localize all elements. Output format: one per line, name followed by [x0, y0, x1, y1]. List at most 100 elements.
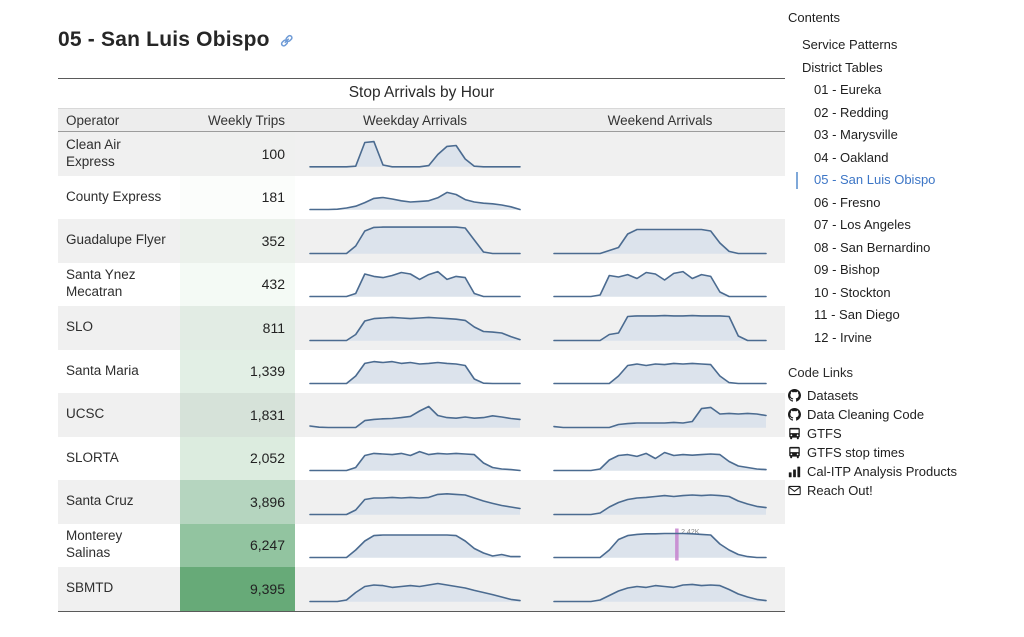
- table-row: Guadalupe Flyer 352: [58, 219, 785, 263]
- col-header-weekday-arrivals: Weekday Arrivals: [362, 112, 468, 128]
- code-link-data-cleaning-code[interactable]: Data Cleaning Code: [788, 405, 1020, 424]
- table-header-row: Operator Weekly Trips Weekday Arrivals W…: [58, 108, 785, 132]
- weekday-sparkline[interactable]: [295, 263, 535, 307]
- operator-cell: Monterey Salinas: [66, 528, 123, 561]
- contents-list: Service Patterns District Tables 01 - Eure…: [788, 34, 1020, 349]
- code-link-label: GTFS stop times: [807, 445, 905, 460]
- weekday-sparkline[interactable]: [295, 567, 535, 611]
- sidebar-item-06-fresno[interactable]: 06 - Fresno: [788, 192, 1020, 215]
- main-content: 05 - San Luis Obispo Stop Arrivals by Ho…: [58, 0, 785, 612]
- weekday-sparkline[interactable]: [295, 306, 535, 350]
- code-link-gtfs-stop-times[interactable]: GTFS stop times: [788, 443, 1020, 462]
- weekly-trips-cell: 3,896: [180, 480, 295, 524]
- weekday-sparkline[interactable]: [295, 132, 535, 176]
- weekly-trips-cell: 6,247: [180, 523, 295, 567]
- weekend-sparkline[interactable]: [535, 132, 785, 176]
- weekly-trips-cell: 1,339: [180, 349, 295, 393]
- weekday-sparkline[interactable]: [295, 219, 535, 263]
- weekend-sparkline[interactable]: [535, 306, 785, 350]
- weekend-sparkline[interactable]: [535, 263, 785, 307]
- operator-cell: Santa Maria: [66, 362, 139, 378]
- code-link-label: Datasets: [807, 388, 859, 403]
- sidebar: Contents Service Patterns District Tables…: [788, 10, 1020, 500]
- operator-cell: Guadalupe Flyer: [66, 232, 166, 248]
- active-item-indicator: [796, 172, 798, 189]
- table-row: Monterey Salinas 6,247 2.42K: [58, 523, 785, 568]
- code-link-cal-itp-analysis-products[interactable]: Cal-ITP Analysis Products: [788, 462, 1020, 481]
- sidebar-item-11-san-diego[interactable]: 11 - San Diego: [788, 304, 1020, 327]
- weekday-sparkline[interactable]: [295, 524, 535, 568]
- sidebar-item-district-tables[interactable]: District Tables: [788, 57, 1020, 80]
- weekend-sparkline[interactable]: [535, 393, 785, 437]
- sidebar-item-07-los-angeles[interactable]: 07 - Los Angeles: [788, 214, 1020, 237]
- table-row: Santa Maria 1,339: [58, 349, 785, 394]
- table-row: SLORTA 2,052: [58, 436, 785, 481]
- sidebar-item-05-san-luis-obispo[interactable]: 05 - San Luis Obispo: [788, 169, 1020, 192]
- col-header-operator: Operator: [66, 112, 120, 128]
- table-row: Santa Cruz 3,896: [58, 480, 785, 524]
- col-header-weekly-trips: Weekly Trips: [207, 112, 285, 128]
- code-link-datasets[interactable]: Datasets: [788, 386, 1020, 405]
- weekend-sparkline[interactable]: [535, 437, 785, 481]
- bar-chart-icon: [788, 465, 801, 478]
- sidebar-item-label: District Tables: [802, 59, 883, 75]
- mail-icon: [788, 484, 801, 497]
- weekend-sparkline[interactable]: [535, 176, 785, 220]
- code-links-list: Datasets Data Cleaning Code GTFS GTFS stop …: [788, 386, 1020, 500]
- contents-title: Contents: [788, 10, 841, 25]
- page-title: 05 - San Luis Obispo: [58, 28, 270, 51]
- sidebar-item-10-stockton[interactable]: 10 - Stockton: [788, 282, 1020, 305]
- sidebar-item-label: 05 - San Luis Obispo: [814, 172, 936, 187]
- code-link-label: GTFS: [807, 426, 842, 441]
- weekday-sparkline[interactable]: [295, 480, 535, 524]
- sidebar-item-01-eureka[interactable]: 01 - Eureka: [788, 79, 1020, 102]
- sidebar-item-label: 11 - San Diego: [814, 307, 900, 322]
- table-row: Santa Ynez Mecatran 432: [58, 262, 785, 307]
- sidebar-item-label: 09 - Bishop: [814, 262, 880, 277]
- operator-cell: County Express: [66, 188, 162, 204]
- sidebar-item-09-bishop[interactable]: 09 - Bishop: [788, 259, 1020, 282]
- weekend-sparkline[interactable]: 2.42K: [535, 524, 785, 568]
- weekday-sparkline[interactable]: [295, 393, 535, 437]
- weekday-sparkline[interactable]: [295, 437, 535, 481]
- code-link-gtfs[interactable]: GTFS: [788, 424, 1020, 443]
- weekend-sparkline[interactable]: [535, 219, 785, 263]
- hover-marker: [675, 528, 679, 561]
- code-links-title: Code Links: [788, 365, 854, 380]
- sidebar-item-08-san-bernardino[interactable]: 08 - San Bernardino: [788, 237, 1020, 260]
- operator-cell: SBMTD: [66, 580, 114, 596]
- weekend-sparkline[interactable]: [535, 480, 785, 524]
- code-link-label: Data Cleaning Code: [807, 407, 925, 422]
- bus-icon: [788, 427, 801, 440]
- weekend-sparkline[interactable]: [535, 350, 785, 394]
- sidebar-item-04-oakland[interactable]: 04 - Oakland: [788, 147, 1020, 170]
- page-title-row: 05 - San Luis Obispo: [58, 28, 785, 52]
- sidebar-item-label: 06 - Fresno: [814, 194, 881, 210]
- weekday-sparkline[interactable]: [295, 350, 535, 394]
- operator-cell: SLO: [66, 319, 94, 335]
- weekday-sparkline[interactable]: [295, 176, 535, 220]
- weekly-trips-cell: 2,052: [180, 436, 295, 480]
- bus-icon: [788, 446, 801, 459]
- table-row: SLO 811: [58, 306, 785, 350]
- table-row: Clean Air Express 100: [58, 132, 785, 176]
- weekend-sparkline[interactable]: [535, 567, 785, 611]
- anchor-link-icon[interactable]: [278, 32, 295, 49]
- sidebar-item-label: Service Patterns: [802, 37, 898, 52]
- sidebar-item-service-patterns[interactable]: Service Patterns: [788, 34, 1020, 57]
- table-row: SBMTD 9,395: [58, 567, 785, 611]
- sidebar-item-label: 01 - Eureka: [814, 82, 882, 97]
- operator-cell: UCSC: [66, 406, 105, 422]
- weekly-trips-cell: 811: [180, 306, 295, 350]
- table-row: UCSC 1,831: [58, 393, 785, 437]
- operator-cell: SLORTA: [66, 449, 119, 465]
- code-link-reach-out[interactable]: Reach Out!: [788, 481, 1020, 500]
- github-icon: [788, 389, 801, 402]
- weekly-trips-cell: 100: [180, 132, 295, 176]
- sidebar-item-label: 12 - Irvine: [814, 329, 872, 345]
- operator-cell: Santa Cruz: [66, 493, 134, 509]
- table-title: Stop Arrivals by Hour: [348, 84, 495, 101]
- sidebar-item-03-marysville[interactable]: 03 - Marysville: [788, 124, 1020, 147]
- sidebar-item-02-redding[interactable]: 02 - Redding: [788, 102, 1020, 125]
- sidebar-item-12-irvine[interactable]: 12 - Irvine: [788, 327, 1020, 350]
